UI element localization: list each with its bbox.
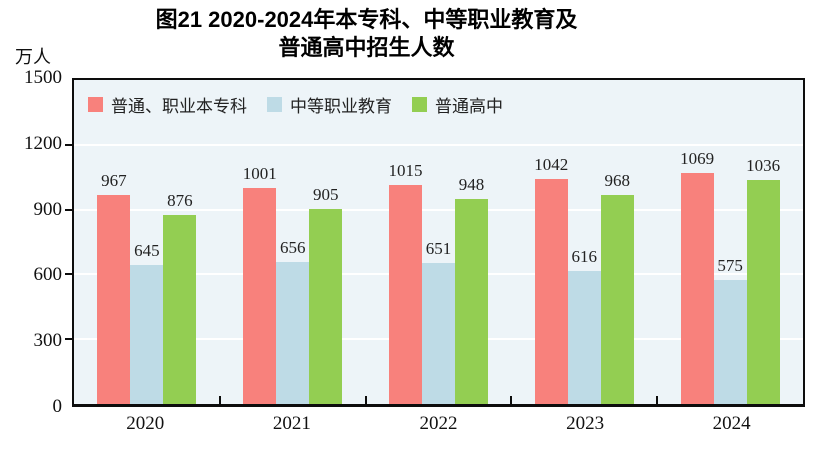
bar-2021-中等职业教育: 656 xyxy=(276,238,310,404)
bar-2021-普通高中: 905 xyxy=(309,185,343,404)
legend-label: 普通、职业本专科 xyxy=(111,97,247,116)
bar-value-label: 1042 xyxy=(534,154,569,174)
y-axis-tick-1200 xyxy=(65,143,72,146)
bar-2023-普通、职业本专科: 1042 xyxy=(534,155,568,404)
legend-item-普通、职业本专科: 普通、职业本专科 xyxy=(88,92,247,117)
y-tick-label-0: 0 xyxy=(52,396,63,417)
bar-2023-中等职业教育: 616 xyxy=(567,247,601,404)
bar-col: 1069 xyxy=(680,80,714,404)
bar-col: 1042 xyxy=(534,80,568,404)
legend-label: 中等职业教育 xyxy=(290,97,392,116)
bar-2020-普通、职业本专科: 967 xyxy=(97,171,131,404)
bar-value-label: 967 xyxy=(101,171,127,191)
x-label-2024: 2024 xyxy=(712,413,751,434)
legend-swatch-icon xyxy=(267,97,282,112)
gridline-900 xyxy=(74,208,803,211)
bar-2020-中等职业教育: 645 xyxy=(130,241,164,404)
bar-col: 651 xyxy=(421,80,455,404)
bar-group-2023: 1042 616 968 xyxy=(511,80,657,404)
bar-col: 876 xyxy=(163,80,197,404)
chart-title-line2: 普通高中招生人数 xyxy=(278,35,455,60)
plot-area: 967 645 876 1001 656 905 1015 651 948 1042 616 968 1… xyxy=(65,78,805,407)
y-axis-tick-900 xyxy=(65,208,72,211)
bar-2022-普通高中: 948 xyxy=(454,175,488,404)
bar-value-label: 656 xyxy=(279,238,306,258)
legend-swatch-icon xyxy=(412,97,427,112)
bar-2024-普通高中: 1036 xyxy=(746,156,780,404)
bar-col: 575 xyxy=(713,80,747,404)
bar-value-label: 645 xyxy=(134,240,160,260)
bar-col: 948 xyxy=(454,80,488,404)
y-axis-tick-300 xyxy=(65,338,72,341)
bar-col: 1015 xyxy=(388,80,422,404)
bar-value-label: 575 xyxy=(717,255,743,275)
y-axis-tick-600 xyxy=(65,273,72,276)
bar-group-2020: 967 645 876 xyxy=(74,80,220,404)
chart-title-line1: 图21 2020-2024年本专科、中等职业教育及 xyxy=(155,7,578,32)
bar-2024-中等职业教育: 575 xyxy=(713,256,747,404)
bar-col: 905 xyxy=(309,80,343,404)
bar-value-label: 905 xyxy=(312,184,339,204)
legend-item-普通高中: 普通高中 xyxy=(412,92,503,117)
bar-2022-普通、职业本专科: 1015 xyxy=(388,161,422,404)
x-label-2021: 2021 xyxy=(272,413,311,434)
bar-value-label: 876 xyxy=(167,190,193,210)
y-tick-label-1200: 1200 xyxy=(24,132,62,154)
bar-col: 645 xyxy=(130,80,164,404)
y-axis-unit-label: 万人 xyxy=(15,47,51,67)
bar-group-2021: 1001 656 905 xyxy=(220,80,366,404)
bar-value-label: 651 xyxy=(425,239,452,259)
bar-2021-普通、职业本专科: 1001 xyxy=(243,164,277,404)
bar-col: 1036 xyxy=(746,80,780,404)
bar-2022-中等职业教育: 651 xyxy=(421,239,455,404)
gridline-1200 xyxy=(74,143,803,146)
y-tick-label-900: 900 xyxy=(33,198,63,220)
bar-value-label: 1015 xyxy=(388,160,423,180)
bar-2020-普通高中: 876 xyxy=(163,191,197,404)
bar-value-label: 1036 xyxy=(746,156,781,176)
bar-group-2022: 1015 651 948 xyxy=(366,80,512,404)
bars-layer: 967 645 876 1001 656 905 1015 651 948 1042 616 968 1… xyxy=(74,80,803,404)
y-tick-label-300: 300 xyxy=(33,330,63,352)
bar-col: 616 xyxy=(567,80,601,404)
legend-swatch-icon xyxy=(88,97,103,112)
chart-title: 图21 2020-2024年本专科、中等职业教育及 普通高中招生人数 xyxy=(0,6,733,62)
y-tick-label-600: 600 xyxy=(33,264,63,286)
x-label-2023: 2023 xyxy=(566,413,605,434)
x-label-2022: 2022 xyxy=(419,413,458,434)
bar-group-2024: 1069 575 1036 xyxy=(657,80,803,404)
bar-col: 968 xyxy=(600,80,634,404)
bar-col: 1001 xyxy=(243,80,277,404)
bar-value-label: 1001 xyxy=(242,163,277,183)
x-axis-labels: 2020 2021 2022 2023 2024 xyxy=(72,413,805,435)
legend-item-中等职业教育: 中等职业教育 xyxy=(267,92,392,117)
bar-col: 967 xyxy=(97,80,131,404)
bar-2024-普通、职业本专科: 1069 xyxy=(680,149,714,404)
chart-legend: 普通、职业本专科 中等职业教育 普通高中 xyxy=(88,92,503,117)
bar-col: 656 xyxy=(276,80,310,404)
bar-2023-普通高中: 968 xyxy=(600,171,634,404)
x-label-2020: 2020 xyxy=(126,413,165,434)
y-tick-label-1500: 1500 xyxy=(24,67,62,88)
legend-label: 普通高中 xyxy=(435,97,503,116)
bar-value-label: 1069 xyxy=(680,149,715,169)
bar-value-label: 948 xyxy=(458,175,485,195)
y-axis-tick-labels: 0 300 600 900 1200 1500 xyxy=(0,67,63,417)
bar-value-label: 616 xyxy=(571,246,598,266)
bar-value-label: 968 xyxy=(604,170,631,190)
